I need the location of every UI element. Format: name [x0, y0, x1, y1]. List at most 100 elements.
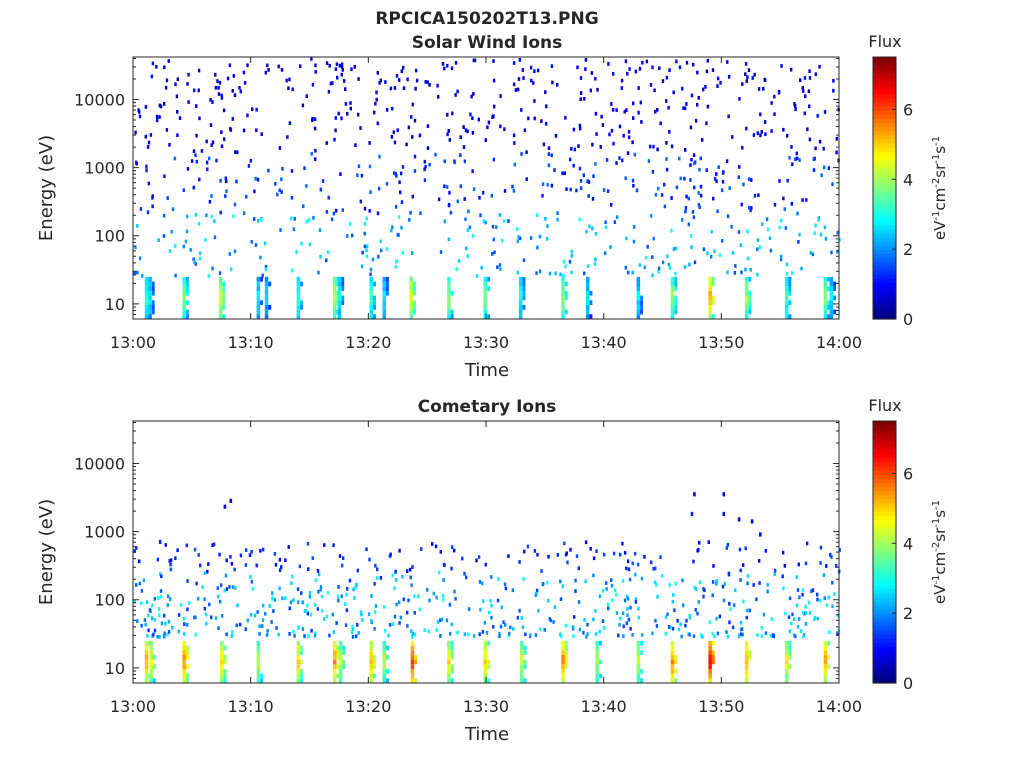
count-cell [490, 615, 493, 620]
colorbar-step [873, 625, 896, 631]
count-cell [436, 620, 440, 624]
burst-cell [483, 305, 488, 310]
count-cell [314, 631, 317, 635]
count-cell [517, 235, 520, 239]
count-cell [258, 632, 261, 636]
count-cell [610, 583, 614, 588]
count-cell [739, 620, 743, 625]
count-cell [512, 82, 516, 87]
burst-cell [336, 650, 340, 655]
burst-cell [182, 281, 186, 287]
count-cell [442, 594, 445, 598]
count-cell [503, 189, 507, 193]
count-cell [628, 577, 632, 582]
count-cell [435, 628, 438, 632]
count-cell [259, 548, 262, 553]
count-cell [607, 606, 610, 611]
burst-cell [744, 654, 749, 660]
burst-cell [744, 281, 749, 287]
count-cell [602, 589, 605, 593]
colorbar-step [873, 212, 896, 218]
count-cell [518, 58, 522, 62]
burst-cell [483, 286, 488, 291]
count-cell [231, 117, 234, 121]
count-cell [790, 201, 793, 206]
count-cell [529, 65, 533, 70]
count-cell [504, 586, 508, 591]
count-cell [271, 591, 274, 595]
count-cell [606, 189, 610, 193]
count-cell [225, 179, 228, 184]
count-cell [340, 62, 344, 67]
burst-cell [636, 295, 641, 301]
count-cell [166, 196, 169, 200]
count-cell [741, 82, 744, 86]
burst-cell [640, 305, 643, 310]
colorbar-step [873, 61, 896, 66]
count-cell [533, 549, 537, 553]
count-cell [385, 108, 389, 112]
count-cell [752, 583, 755, 587]
burst-cell [413, 309, 416, 315]
count-cell [710, 254, 713, 259]
burst-cell [450, 650, 454, 655]
count-cell [745, 615, 748, 620]
count-cell [498, 263, 502, 267]
burst-cell [788, 290, 792, 296]
count-cell [716, 76, 720, 81]
count-cell [305, 94, 308, 98]
count-cell [634, 600, 638, 604]
count-cell [693, 260, 697, 265]
count-cell [650, 560, 653, 565]
count-cell [335, 208, 338, 213]
count-cell [235, 179, 238, 184]
count-cell [140, 623, 143, 628]
count-cell [822, 573, 826, 577]
count-cell [344, 602, 347, 606]
burst-cell [674, 678, 678, 683]
burst-cell [640, 650, 643, 655]
count-cell [186, 607, 189, 612]
count-cell [401, 250, 404, 255]
count-cell [306, 541, 310, 546]
count-cell [591, 197, 595, 201]
burst-cell [823, 645, 828, 651]
count-cell [799, 629, 803, 633]
count-cell [442, 562, 446, 567]
count-cell [236, 603, 239, 608]
count-cell [264, 264, 268, 269]
count-cell [535, 213, 539, 217]
burst-cell [823, 659, 828, 665]
count-cell [536, 245, 539, 250]
count-cell [582, 630, 585, 635]
count-cell [620, 78, 624, 83]
burst-cell [300, 659, 303, 665]
count-cell [711, 68, 715, 72]
count-cell [798, 617, 801, 621]
count-cell [782, 196, 785, 201]
burst-cell [827, 276, 831, 282]
burst-cell [522, 276, 526, 282]
burst-cell [153, 664, 156, 669]
count-cell [406, 569, 409, 573]
colorbar-step [873, 572, 896, 578]
burst-cell [564, 309, 568, 315]
count-cell [273, 598, 277, 602]
count-cell [482, 219, 486, 223]
count-cell [624, 59, 628, 64]
count-cell [220, 130, 223, 134]
burst-cell [296, 678, 301, 683]
burst-cell [149, 650, 153, 655]
count-cell [499, 624, 503, 629]
burst-cell [182, 650, 186, 655]
count-cell [414, 86, 417, 91]
count-cell [579, 126, 582, 131]
count-cell [729, 607, 732, 611]
count-cell [361, 618, 364, 622]
count-cell [756, 131, 759, 136]
burst-cell [186, 650, 189, 655]
count-cell [195, 581, 198, 586]
count-cell [408, 218, 411, 222]
burst-cell [369, 659, 373, 665]
count-cell [814, 72, 817, 77]
